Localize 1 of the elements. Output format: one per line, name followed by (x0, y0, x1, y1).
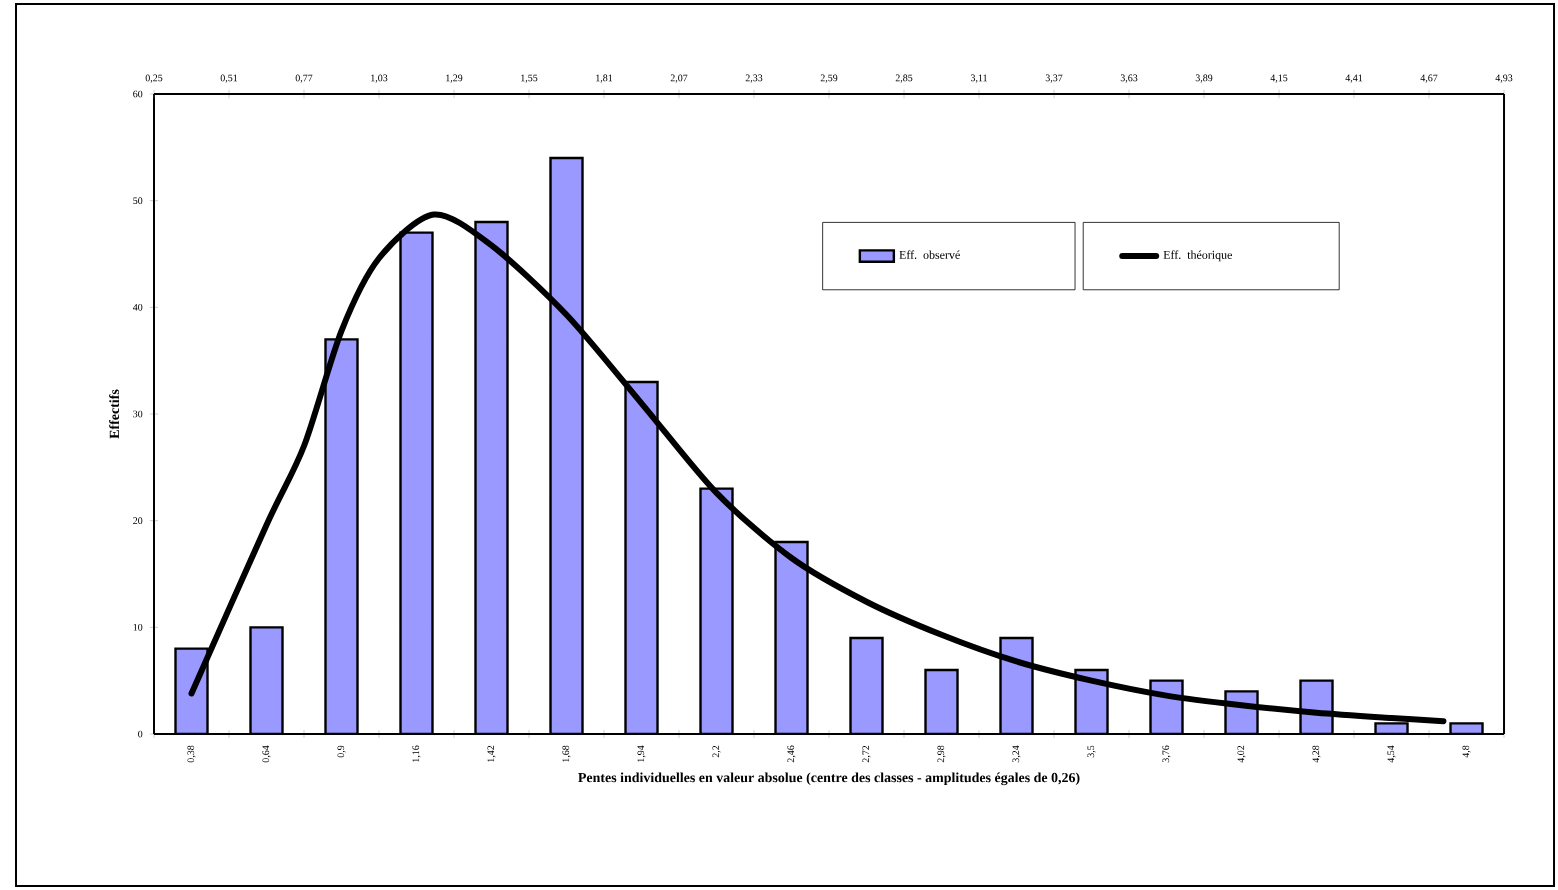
bar (399, 231, 434, 734)
